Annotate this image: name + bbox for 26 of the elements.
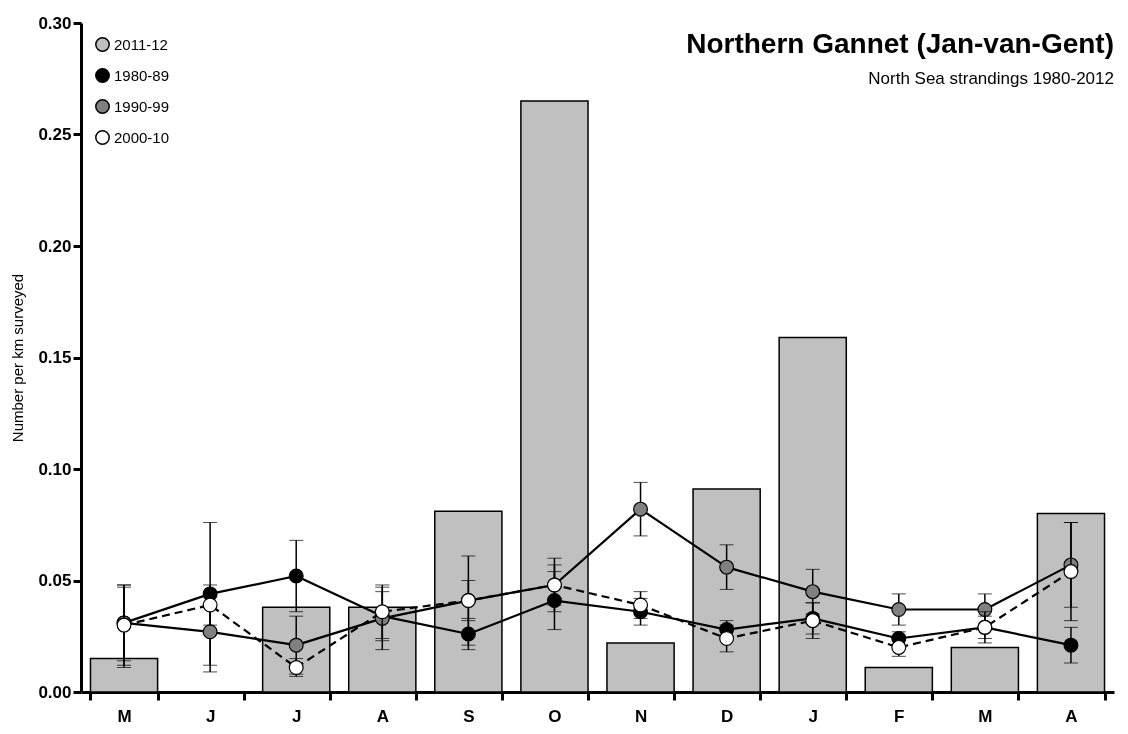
x-tick-label: F: [894, 706, 905, 726]
y-tick-label: 0.25: [38, 125, 72, 144]
legend-label: 2011-12: [114, 35, 168, 53]
x-tick-label: S: [463, 706, 475, 726]
y-tick-label: 0.30: [38, 13, 72, 33]
y-tick-label: 0.20: [38, 236, 72, 256]
x-tick-label: J: [205, 706, 216, 726]
x-tick-label: M: [117, 706, 132, 726]
text: North Sea strandings 1980-2012: [868, 69, 1114, 88]
x-tick-label: N: [634, 706, 648, 726]
y-tick-label: 0.00: [38, 682, 72, 702]
x-tick-label: M: [978, 706, 993, 726]
y-tick-label: 0.10: [38, 459, 72, 479]
x-tick-label: D: [720, 706, 734, 726]
y-tick-label: 0.05: [38, 571, 72, 590]
x-tick-label: O: [548, 706, 562, 726]
x-tick-label: J: [808, 706, 818, 726]
legend-label: 1980-89: [114, 66, 170, 84]
x-tick-label: J: [291, 706, 302, 726]
chart-title: Northern Gannet (Jan-van-Gent): [686, 28, 1114, 59]
x-tick-label: A: [376, 706, 389, 726]
x-tick-label: A: [1065, 706, 1078, 726]
legend-label: 2000-10: [114, 128, 170, 146]
y-axis-title: Number per km surveyed: [9, 273, 27, 443]
y-tick-label: 0.15: [38, 348, 72, 367]
legend-label: 1990-99: [114, 97, 170, 115]
